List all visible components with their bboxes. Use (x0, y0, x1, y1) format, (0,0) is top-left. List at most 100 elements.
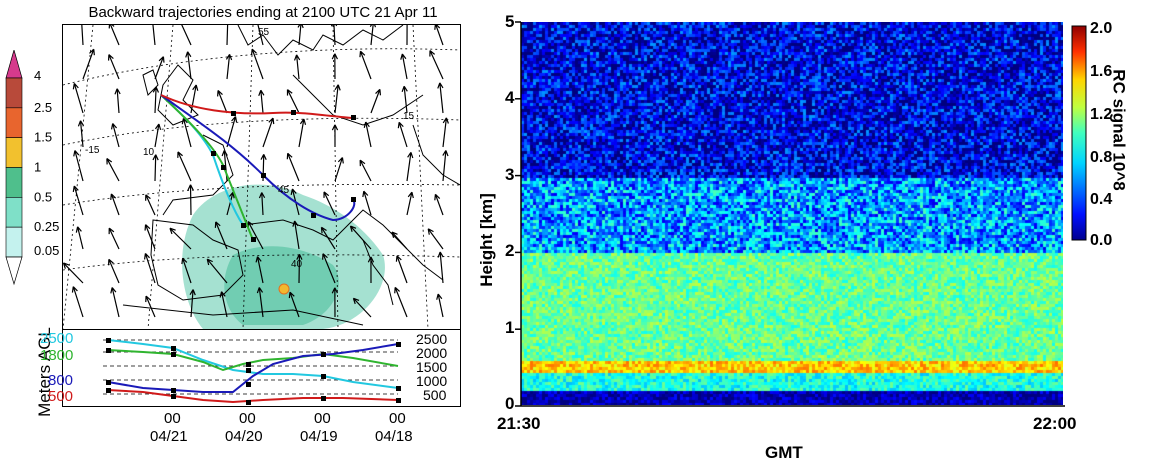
wind-arrow (110, 287, 120, 318)
wind-arrow (363, 121, 372, 148)
wind-arrow (77, 120, 85, 148)
wind-arrow (110, 193, 120, 216)
wind-arrow (114, 88, 121, 114)
left-chart-title: Backward trajectories ending at 2100 UTC… (88, 4, 438, 21)
colorbar-segment (5, 137, 23, 168)
colorbar-segment (5, 77, 23, 109)
wind-arrow (108, 25, 120, 46)
wind-arrow (437, 251, 444, 284)
map-graticule (63, 25, 460, 329)
trajectory-500m (160, 94, 354, 119)
heatmap-axes (515, 21, 1065, 407)
profile-tick-1000: 1000 (416, 373, 448, 389)
wind-arrows (63, 25, 449, 318)
svg-text:-15: -15 (85, 145, 100, 156)
profile-x-date-2: 04/20 (225, 428, 263, 445)
wind-arrow (369, 25, 377, 46)
wind-arrow (323, 191, 336, 216)
colorbar-segment (5, 107, 23, 138)
wind-arrow (226, 25, 229, 46)
wind-arrow (257, 25, 264, 46)
y-tick-2: 2 (505, 241, 515, 260)
trajectory-map: -15 10 15 45 40 55 (62, 24, 461, 330)
svg-text:55: 55 (258, 27, 270, 38)
profile-500m (107, 389, 399, 404)
y-tick-3: 3 (505, 165, 515, 184)
wind-arrow (82, 48, 95, 80)
wind-arrow (334, 84, 341, 114)
wind-arrow (107, 54, 120, 80)
wind-arrow (288, 291, 300, 318)
y-tick-4: 4 (505, 88, 515, 107)
wind-arrow (154, 123, 162, 148)
wind-arrow (81, 25, 84, 46)
wind-arrow (152, 25, 156, 46)
wind-arrow (73, 150, 84, 182)
wind-arrow (217, 90, 228, 114)
trajectory-800m (160, 94, 356, 222)
wind-arrow (331, 53, 338, 80)
svg-text:15: 15 (403, 111, 415, 122)
wind-arrow (286, 152, 300, 182)
level-label-1800: 1800 (40, 347, 74, 364)
wind-arrow (75, 226, 84, 250)
profile-x-hour-2: 00 (239, 410, 256, 427)
wind-arrow (320, 226, 336, 250)
wind-arrow (437, 82, 444, 114)
wind-arrow (395, 255, 408, 284)
wind-arrow (262, 117, 275, 148)
wind-arrow (296, 253, 303, 284)
wind-arrow (71, 286, 84, 318)
profile-x-date-4: 04/18 (375, 428, 413, 445)
level-label-500: 500 (48, 388, 74, 405)
wind-arrow (154, 56, 165, 80)
cbar-tick-0.8: 0.8 (1090, 149, 1113, 166)
wind-arrow (406, 151, 414, 182)
profile-tick-2000: 2000 (416, 345, 448, 361)
trajectory-colorbar: 4 2.5 1.5 1 0.5 0.25 0.05 (0, 48, 60, 290)
wind-arrow (145, 194, 156, 216)
profile-tick-1500: 1500 (416, 359, 448, 375)
wind-arrow (429, 50, 444, 80)
colorbar-level-label: 4 (34, 68, 41, 83)
profile-x-date-3: 04/19 (300, 428, 338, 445)
wind-arrow (250, 48, 264, 80)
wind-arrow (185, 51, 192, 80)
wind-arrow (177, 151, 192, 182)
wind-arrow (331, 124, 339, 148)
wind-arrow (72, 83, 84, 114)
coastlines (122, 25, 460, 326)
colorbar-level-label: 0.5 (34, 189, 52, 204)
wind-arrow (391, 231, 408, 250)
wind-arrow (256, 287, 264, 318)
svg-text:10: 10 (143, 147, 155, 158)
cbar-tick-2.0: 2.0 (1090, 20, 1113, 37)
wind-arrow (181, 257, 192, 284)
wind-arrow (292, 220, 300, 250)
wind-arrow (331, 287, 339, 318)
wind-arrow (401, 85, 408, 114)
wind-arrow (349, 225, 372, 250)
wind-arrow (106, 157, 120, 182)
colorbar-segment (5, 197, 23, 228)
wind-arrow (370, 88, 382, 114)
colorbar-level-label: 1.5 (34, 130, 52, 145)
y-tick-5: 5 (505, 12, 515, 31)
profile-x-hour-1: 00 (164, 410, 181, 427)
wind-arrow (219, 291, 228, 318)
wind-arrow (110, 123, 120, 148)
profile-800m (107, 343, 399, 393)
wind-arrow (187, 184, 194, 216)
y-tick-1: 1 (505, 318, 515, 337)
wind-arrow (145, 295, 156, 318)
wind-arrow (359, 159, 372, 182)
wind-arrow (330, 25, 338, 46)
colorbar-bottom-triangle (5, 256, 23, 286)
profile-x-hour-3: 00 (314, 410, 331, 427)
colorbar-segment (5, 167, 23, 198)
cbar-tick-0.4: 0.4 (1090, 191, 1113, 208)
colorbar-level-label: 0.05 (34, 243, 59, 258)
wind-arrow (298, 118, 307, 148)
wind-arrow (144, 224, 156, 250)
wind-arrow (394, 286, 408, 318)
